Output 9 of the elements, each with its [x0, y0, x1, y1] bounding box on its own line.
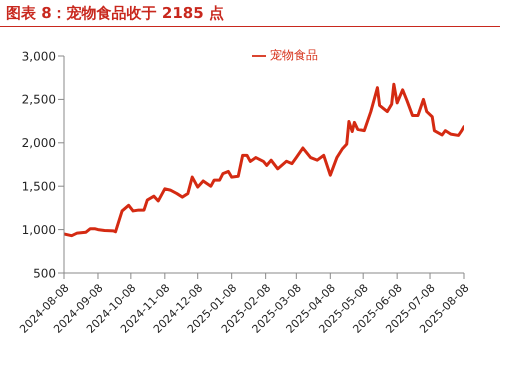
y-tick-label: 1,500 [22, 179, 56, 194]
legend-label: 宠物食品 [270, 48, 318, 62]
y-tick-label: 2,000 [22, 136, 56, 150]
y-tick-label: 1,000 [22, 222, 56, 237]
y-tick-label: 3,000 [22, 49, 56, 64]
y-tick-label: 500 [33, 266, 56, 280]
chart-title: 图表 8：宠物食品收于 2185 点 [0, 0, 500, 27]
y-tick-label: 2,500 [22, 92, 56, 107]
line-series [64, 82, 464, 238]
